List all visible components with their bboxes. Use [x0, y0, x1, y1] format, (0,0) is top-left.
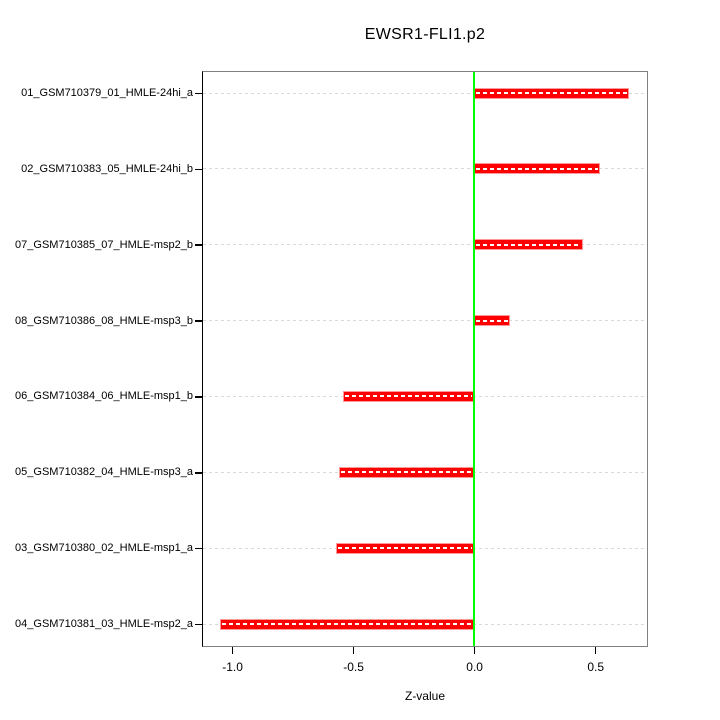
y-tick-label: 05_GSM710382_04_HMLE-msp3_a — [15, 466, 193, 479]
y-tick-label: 04_GSM710381_03_HMLE-msp2_a — [15, 618, 193, 630]
gridline — [203, 244, 647, 246]
x-tick — [231, 647, 234, 654]
x-axis: -1.0 -0.5 0.0 0.5 — [202, 647, 648, 687]
x-axis-title: Z-value — [404, 689, 445, 703]
x-tick-label: -1.0 — [222, 660, 243, 674]
bar-center-dash-pattern — [476, 92, 628, 94]
bar — [474, 163, 600, 175]
x-tick — [594, 647, 597, 654]
bar-center-dash-pattern — [476, 319, 509, 322]
x-tick — [473, 647, 476, 654]
bar-center-dash-pattern — [476, 243, 582, 246]
bar-center-dash-pattern — [345, 395, 473, 398]
bar-center-dash-pattern — [476, 167, 598, 170]
bar — [474, 315, 511, 327]
chart-title: EWSR1-FLI1.p2 — [364, 26, 486, 43]
y-tick — [195, 92, 202, 95]
bar-center-dash-pattern — [221, 623, 473, 625]
y-tick-label: 03_GSM710380_02_HMLE-msp1_a — [15, 542, 193, 555]
y-tick — [195, 472, 202, 474]
x-tick-label: -0.5 — [343, 660, 364, 674]
gridline — [203, 92, 647, 94]
x-tick-label: 0.0 — [466, 660, 483, 674]
y-tick — [195, 320, 202, 322]
plot-area — [202, 71, 648, 647]
bar — [219, 618, 475, 630]
y-tick-label: 07_GSM710385_07_HMLE-msp2_b — [15, 238, 193, 251]
x-tick-label: 0.5 — [587, 660, 604, 674]
gridline — [203, 320, 647, 322]
bar — [338, 466, 475, 478]
gridline — [203, 168, 647, 170]
bar-center-dash-pattern — [340, 471, 473, 474]
zero-reference-line — [473, 72, 476, 646]
bar-center-dash-pattern — [338, 547, 473, 550]
y-axis-ticks — [195, 71, 202, 647]
y-tick-label: 01_GSM710379_01_HMLE-24hi_a — [21, 87, 193, 99]
y-tick — [195, 244, 202, 246]
y-tick — [195, 547, 202, 550]
y-tick-label: 02_GSM710383_05_HMLE-24hi_b — [21, 162, 193, 175]
bar — [474, 239, 584, 251]
bar — [336, 542, 475, 554]
y-tick — [195, 168, 202, 171]
y-tick — [195, 623, 202, 626]
y-axis: 01_GSM710379_01_HMLE-24hi_a 02_GSM710383_… — [0, 71, 193, 647]
bar — [343, 390, 475, 402]
bar — [474, 87, 630, 99]
y-tick-label: 08_GSM710386_08_HMLE-msp3_b — [15, 314, 193, 327]
y-tick — [195, 396, 202, 398]
x-tick — [352, 647, 355, 654]
y-tick-label: 06_GSM710384_06_HMLE-msp1_b — [15, 390, 193, 403]
